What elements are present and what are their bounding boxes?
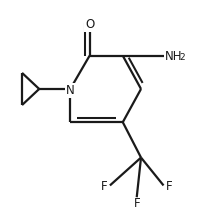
Text: NH: NH <box>164 50 181 63</box>
Text: F: F <box>133 197 139 210</box>
Text: 2: 2 <box>178 53 184 62</box>
Text: F: F <box>165 180 171 193</box>
Text: N: N <box>66 84 74 97</box>
Text: F: F <box>101 180 107 193</box>
Text: O: O <box>84 18 94 31</box>
